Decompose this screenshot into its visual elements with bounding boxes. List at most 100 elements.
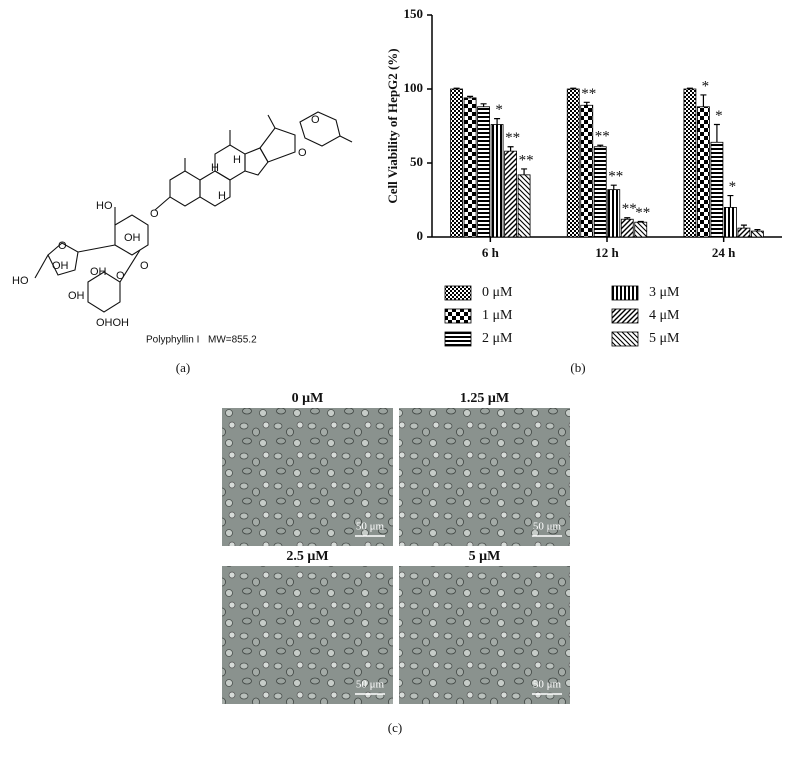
y-axis-title: Cell Viability of HepG2 (%): [385, 48, 400, 203]
bar: [463, 97, 477, 238]
y-tick-label: 50: [410, 154, 423, 169]
significance-label: *: [702, 78, 710, 94]
error-bar: [686, 87, 693, 89]
error-bar: [507, 146, 514, 152]
panel-label: (c): [388, 720, 402, 735]
error-bar: [624, 217, 631, 220]
significance-label: **: [622, 201, 637, 217]
atom-label: O: [58, 240, 67, 252]
error-bar: [637, 220, 644, 223]
y-tick-label: 150: [404, 6, 424, 21]
ring: [259, 127, 296, 163]
molecular-weight: MW=855.2: [208, 335, 257, 346]
bond: [154, 196, 171, 211]
error-bar: [480, 103, 487, 107]
atom-label: OH: [124, 232, 141, 244]
error-bar: [727, 194, 734, 208]
error-bar: [700, 94, 707, 107]
error-bar: [754, 229, 761, 232]
bar: [490, 124, 504, 238]
error-bar: [467, 95, 474, 98]
atom-label: HO: [96, 200, 113, 212]
atom-label: H: [211, 162, 219, 174]
y-tick-label: 0: [417, 228, 424, 243]
y-tick-label: 100: [404, 80, 424, 95]
atom-label: OHOH: [96, 317, 129, 329]
legend-swatch: [611, 285, 639, 301]
atom-label: OH: [68, 290, 85, 302]
error-bar: [713, 123, 720, 143]
error-bar: [583, 101, 590, 106]
micrograph-label: 0 μM: [292, 391, 324, 406]
micrograph: [399, 566, 570, 704]
legend-label: 5 μM: [649, 331, 680, 346]
legend-swatch: [611, 331, 639, 347]
scale-bar-label: 50 μm: [356, 521, 385, 533]
legend-label: 1 μM: [482, 308, 513, 323]
atom-label: O: [298, 147, 307, 159]
atom-label: O: [311, 114, 320, 126]
chemical-structure: O O H H H O HO OH O O OH HO OH OH O OHOH…: [12, 111, 353, 346]
bar: [477, 106, 490, 238]
bar: [710, 141, 724, 238]
bar: [566, 88, 580, 238]
scale-bar-label: 50 μm: [533, 521, 562, 533]
bond: [339, 135, 353, 143]
legend: 0 μM 1 μM 2 μM 3 μM 4 μM 5 μM: [444, 285, 680, 347]
ring: [47, 242, 79, 276]
significance-label: **: [505, 130, 520, 146]
ring: [244, 147, 269, 176]
bond: [34, 254, 49, 279]
legend-label: 4 μM: [649, 308, 680, 323]
bar: [724, 206, 737, 238]
atom-label: OH: [52, 260, 69, 272]
micrographs: 0 μM 50 μm 1.25 μM 50 μm 2.5 μM 50 μm 5 μM 50 μ…: [222, 391, 570, 704]
significance-label: *: [715, 108, 723, 124]
atom-label: HO: [12, 275, 29, 287]
atom-label: O: [150, 208, 159, 220]
micrograph-label: 1.25 μM: [460, 391, 509, 406]
ring: [87, 271, 121, 313]
bar: [607, 189, 621, 238]
bar: [517, 174, 531, 238]
bond: [119, 249, 141, 283]
ring: [169, 170, 201, 207]
error-bar: [597, 144, 604, 147]
micrograph: [222, 566, 393, 704]
atom-label: O: [116, 270, 125, 282]
bar: [450, 88, 463, 238]
error-bar: [453, 87, 460, 89]
atom-label: H: [233, 154, 241, 166]
bar: [737, 227, 751, 238]
significance-label: **: [581, 86, 596, 102]
atom-label: O: [140, 260, 149, 272]
bar: [683, 88, 697, 238]
legend-swatch: [444, 308, 472, 324]
micrograph: [399, 408, 570, 546]
x-tick-label: 6 h: [482, 245, 500, 260]
legend-swatch: [444, 331, 472, 347]
significance-label: *: [495, 102, 503, 118]
atom-label: H: [218, 190, 226, 202]
bar: [751, 230, 764, 238]
ring: [299, 111, 341, 147]
legend-label: 3 μM: [649, 285, 680, 300]
error-bar: [740, 224, 747, 229]
compound-name: Polyphyllin I: [146, 335, 199, 346]
bar: [504, 150, 517, 238]
significance-label: *: [729, 179, 737, 195]
x-tick-label: 24 h: [712, 245, 736, 260]
legend-label: 0 μM: [482, 285, 513, 300]
significance-label: **: [595, 129, 610, 145]
legend-swatch: [444, 285, 472, 301]
x-tick-label: 12 h: [595, 245, 619, 260]
error-bar: [610, 184, 617, 190]
micrograph-label: 5 μM: [469, 549, 501, 564]
significance-label: **: [635, 205, 650, 221]
bond: [77, 244, 116, 253]
significance-label: **: [519, 152, 534, 168]
micrograph: [222, 408, 393, 546]
error-bar: [570, 87, 577, 89]
